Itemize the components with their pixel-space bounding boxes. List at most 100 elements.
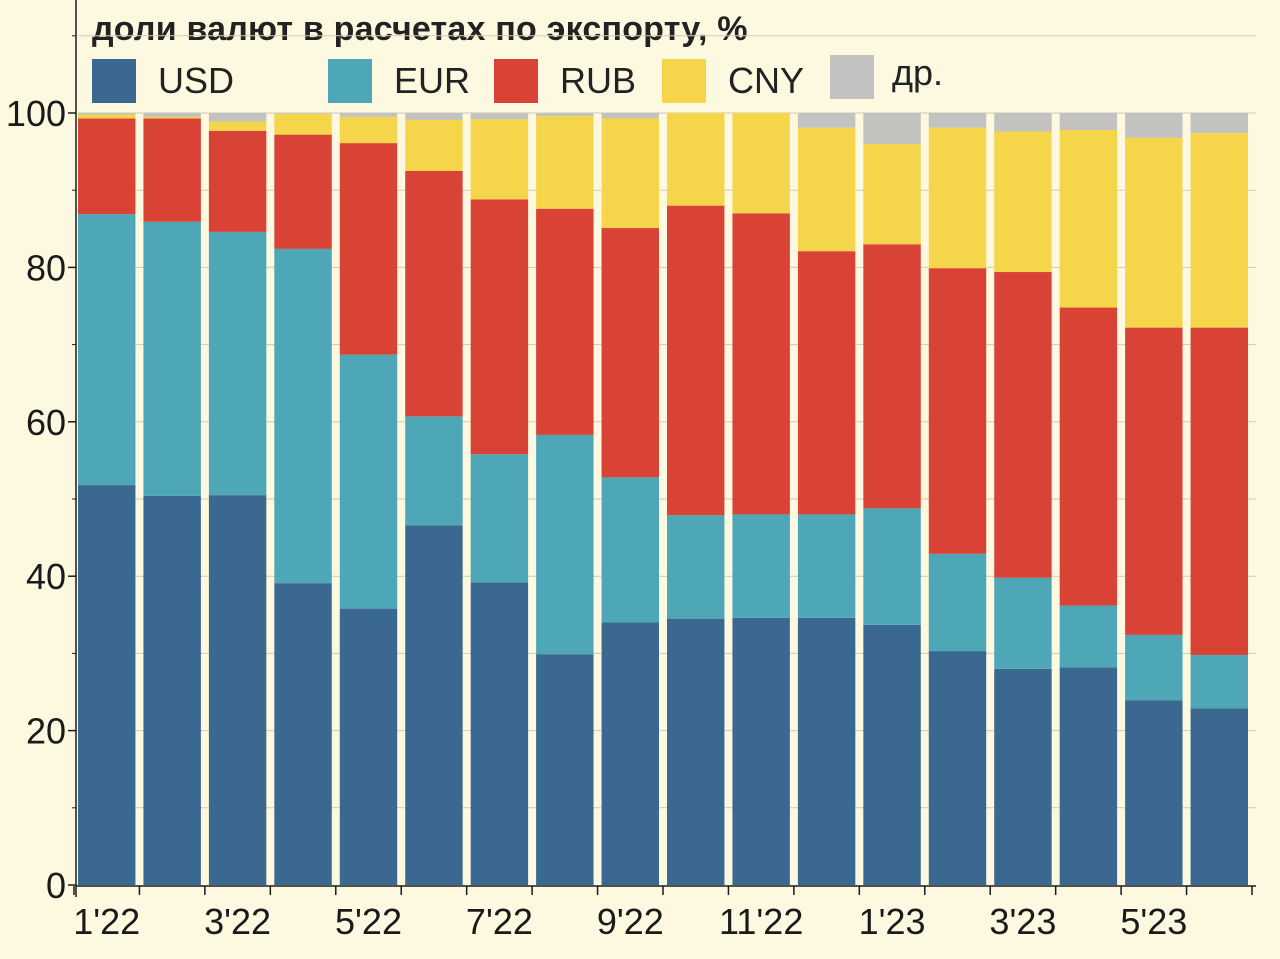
bar-segment-cny-13	[928, 127, 987, 269]
x-tick-label-2: 3'22	[204, 901, 271, 942]
bar-segment-other-7	[536, 113, 594, 117]
bar-segment-rub-13	[928, 268, 987, 554]
bar-segment-eur-8	[601, 477, 659, 623]
bar-segment-cny-10	[732, 113, 790, 214]
bar-segment-usd-13	[928, 651, 987, 885]
bar-segment-other-15	[1059, 113, 1118, 130]
bar-segment-other-13	[928, 113, 987, 128]
bar-segment-rub-1	[143, 118, 201, 222]
legend-item-rub: RUB	[494, 58, 636, 104]
bar-segment-rub-6	[470, 199, 529, 455]
bar-segment-usd-9	[667, 618, 725, 885]
bar-segment-cny-15	[1059, 129, 1118, 308]
bar-segment-cny-7	[536, 116, 594, 209]
bar-segment-rub-11	[797, 251, 856, 515]
bar-segment-other-16	[1125, 113, 1183, 138]
bar-segment-usd-5	[405, 525, 463, 885]
bar-segment-other-11	[797, 113, 856, 128]
x-tick-label-16: 5'23	[1120, 901, 1187, 942]
bar-segment-usd-14	[994, 668, 1052, 885]
legend: USD EUR RUB CNY др.	[0, 52, 1280, 108]
bars	[78, 113, 1248, 885]
bar-segment-cny-4	[339, 116, 398, 144]
x-tick-label-4: 5'22	[335, 901, 402, 942]
bar-segment-eur-6	[470, 454, 529, 583]
x-tick-label-8: 9'22	[597, 901, 664, 942]
bar-segment-usd-12	[863, 624, 921, 885]
x-tick-label-0: 1'22	[73, 901, 140, 942]
bar-segment-cny-6	[470, 119, 529, 200]
bar-segment-rub-0	[78, 118, 136, 215]
legend-item-cny: CNY	[662, 58, 804, 104]
bar-segment-cny-5	[405, 119, 463, 171]
bar-segment-rub-3	[274, 134, 332, 249]
bar-segment-rub-10	[732, 213, 790, 515]
bar-segment-other-0	[78, 113, 136, 115]
bar-segment-eur-12	[863, 508, 921, 625]
bar-segment-usd-16	[1125, 700, 1183, 885]
legend-label-eur: EUR	[394, 60, 471, 101]
bar-segment-cny-9	[667, 113, 725, 206]
bar-segment-eur-15	[1059, 605, 1118, 668]
bar-segment-usd-11	[797, 617, 856, 885]
y-tick-label-20: 20	[26, 711, 66, 752]
bar-segment-eur-3	[274, 248, 332, 584]
bar-segment-usd-17	[1190, 708, 1248, 885]
bar-segment-usd-4	[339, 608, 398, 885]
bar-segment-eur-9	[667, 515, 725, 619]
bar-segment-cny-1	[143, 116, 201, 119]
y-tick-label-60: 60	[26, 402, 66, 443]
bar-segment-cny-0	[78, 114, 136, 119]
bar-segment-eur-14	[994, 577, 1052, 669]
chart-title: доли валют в расчетах по экспорту, %	[92, 10, 748, 48]
legend-swatch-usd	[92, 59, 136, 103]
bar-segment-usd-2	[208, 495, 267, 885]
bar-segment-other-12	[863, 113, 921, 144]
bar-segment-usd-0	[78, 485, 136, 885]
legend-swatch-cny	[662, 59, 706, 103]
legend-item-usd: USD	[92, 58, 234, 104]
bar-segment-eur-11	[797, 514, 856, 618]
bar-segment-usd-15	[1059, 667, 1118, 885]
y-tick-label-100: 100	[6, 93, 66, 134]
bar-segment-rub-9	[667, 205, 725, 516]
bar-segment-cny-3	[274, 113, 332, 135]
bar-segment-eur-10	[732, 514, 790, 618]
legend-item-other: др.	[830, 50, 944, 99]
bar-segment-rub-7	[536, 208, 594, 435]
x-tick-label-6: 7'22	[466, 901, 533, 942]
bar-segment-other-8	[601, 113, 659, 119]
bar-segment-eur-7	[536, 434, 594, 655]
bar-segment-eur-2	[208, 231, 267, 496]
bar-segment-usd-8	[601, 622, 659, 885]
y-tick-label-40: 40	[26, 556, 66, 597]
bar-segment-eur-16	[1125, 634, 1183, 701]
legend-label-usd: USD	[158, 60, 235, 101]
bar-segment-cny-14	[994, 131, 1052, 273]
bar-segment-cny-11	[797, 127, 856, 252]
legend-label-rub: RUB	[560, 60, 637, 101]
bar-segment-rub-15	[1059, 307, 1118, 606]
bar-segment-eur-1	[143, 221, 201, 496]
bar-segment-other-2	[208, 113, 267, 122]
legend-swatch-eur	[328, 59, 372, 103]
x-tick-label-10: 11'22	[719, 901, 803, 942]
bar-segment-rub-14	[994, 272, 1052, 578]
bar-segment-other-1	[143, 113, 201, 117]
bar-segment-usd-6	[470, 582, 529, 885]
bar-segment-cny-16	[1125, 137, 1183, 328]
legend-item-eur: EUR	[328, 58, 470, 104]
x-tick-label-14: 3'23	[989, 901, 1056, 942]
bar-segment-cny-8	[601, 118, 659, 229]
legend-label-other: др.	[892, 52, 944, 93]
bar-segment-rub-17	[1190, 327, 1248, 655]
y-tick-label-0: 0	[46, 865, 66, 906]
bar-segment-rub-5	[405, 170, 463, 417]
bar-segment-eur-4	[339, 354, 398, 609]
bar-segment-other-17	[1190, 113, 1248, 134]
bar-segment-other-6	[470, 113, 529, 120]
bar-segment-other-3	[274, 113, 332, 114]
legend-swatch-other	[830, 55, 874, 99]
bar-segment-rub-4	[339, 143, 398, 355]
